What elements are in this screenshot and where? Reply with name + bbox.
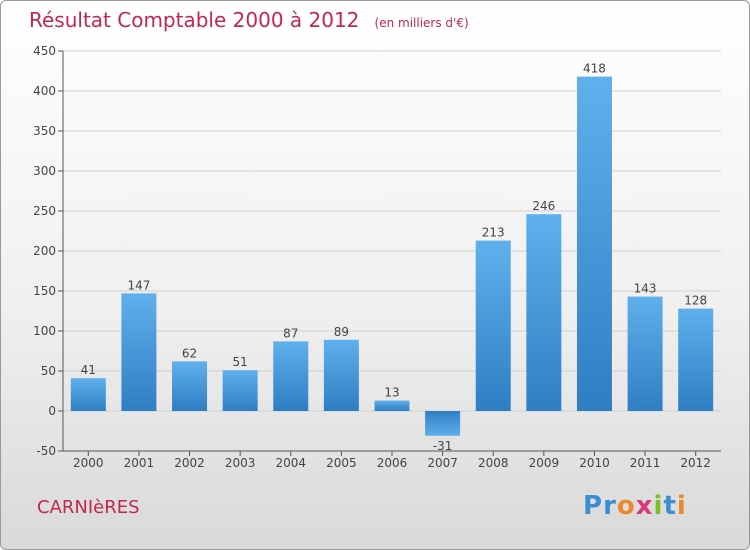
value-label-2005: 89 — [334, 325, 349, 339]
x-tick-label-2007: 2007 — [427, 456, 458, 470]
bar-2006 — [374, 400, 410, 411]
x-tick-label-2009: 2009 — [529, 456, 560, 470]
value-label-2012: 128 — [684, 294, 707, 308]
x-tick-label-2008: 2008 — [478, 456, 509, 470]
x-tick-label-2011: 2011 — [630, 456, 661, 470]
value-label-2006: 13 — [384, 386, 399, 400]
value-label-2000: 41 — [81, 363, 96, 377]
bar-2011 — [627, 296, 663, 411]
logo-letter: i — [676, 491, 687, 521]
logo-letter: r — [603, 491, 617, 521]
bar-2000 — [70, 378, 106, 411]
x-tick-label-2005: 2005 — [326, 456, 357, 470]
x-tick-label-2002: 2002 — [174, 456, 205, 470]
x-tick-label-2004: 2004 — [275, 456, 306, 470]
bar-2010 — [576, 76, 612, 411]
value-label-2011: 143 — [634, 282, 657, 296]
y-tick-label: 300 — [33, 164, 56, 178]
y-tick-label: 250 — [33, 204, 56, 218]
value-label-2009: 246 — [532, 199, 555, 213]
bar-2005 — [323, 339, 359, 411]
bar-2008 — [475, 240, 511, 411]
bar-2009 — [526, 214, 562, 411]
bar-2007 — [425, 411, 461, 436]
commune-name: CARNIèRES — [37, 497, 140, 518]
bar-2001 — [121, 293, 157, 411]
label-layer: 41 147 62 51 87 89 13 -31 213 246 418 143 128 — [81, 62, 707, 453]
x-tick-label-2010: 2010 — [579, 456, 610, 470]
proxiti-logo: Proxiti — [583, 491, 687, 521]
y-tick-label: 350 — [33, 124, 56, 138]
bar-2002 — [172, 361, 208, 411]
title-row: Résultat Comptable 2000 à 2012 (en milli… — [29, 8, 469, 32]
chart-title: Résultat Comptable 2000 à 2012 — [29, 8, 360, 32]
value-label-2003: 51 — [233, 355, 248, 369]
value-label-2010: 418 — [583, 62, 606, 76]
logo-letter: t — [663, 491, 677, 521]
y-tick-label: 0 — [48, 404, 56, 418]
bar-2004 — [273, 341, 309, 411]
y-tick-label: 50 — [41, 364, 56, 378]
y-tick-label: 200 — [33, 244, 56, 258]
x-tick-label-2006: 2006 — [377, 456, 408, 470]
chart-subtitle: (en milliers d'€) — [374, 16, 469, 30]
value-label-2001: 147 — [127, 278, 150, 292]
value-label-2007: -31 — [433, 439, 453, 453]
x-tick-label-2001: 2001 — [124, 456, 155, 470]
bar-2012 — [678, 308, 714, 411]
bar-layer — [70, 76, 714, 436]
logo-letter: P — [583, 491, 604, 521]
axis-layer: -50 0 50 100 150 200 250 300 350 400 450 2000 2001 20… — [33, 44, 721, 470]
y-tick-label: 400 — [33, 84, 56, 98]
x-tick-label-2003: 2003 — [225, 456, 256, 470]
logo-letter: o — [616, 491, 636, 521]
y-tick-label: -50 — [36, 444, 56, 458]
y-tick-label: 150 — [33, 284, 56, 298]
logo-letter: x — [635, 491, 654, 521]
value-label-2008: 213 — [482, 226, 505, 240]
x-tick-label-2000: 2000 — [73, 456, 104, 470]
bar-2003 — [222, 370, 258, 411]
y-tick-label: 100 — [33, 324, 56, 338]
x-tick-label-2012: 2012 — [680, 456, 711, 470]
logo-letter: i — [653, 491, 664, 521]
value-label-2004: 87 — [283, 326, 298, 340]
y-tick-label: 450 — [33, 44, 56, 58]
value-label-2002: 62 — [182, 346, 197, 360]
